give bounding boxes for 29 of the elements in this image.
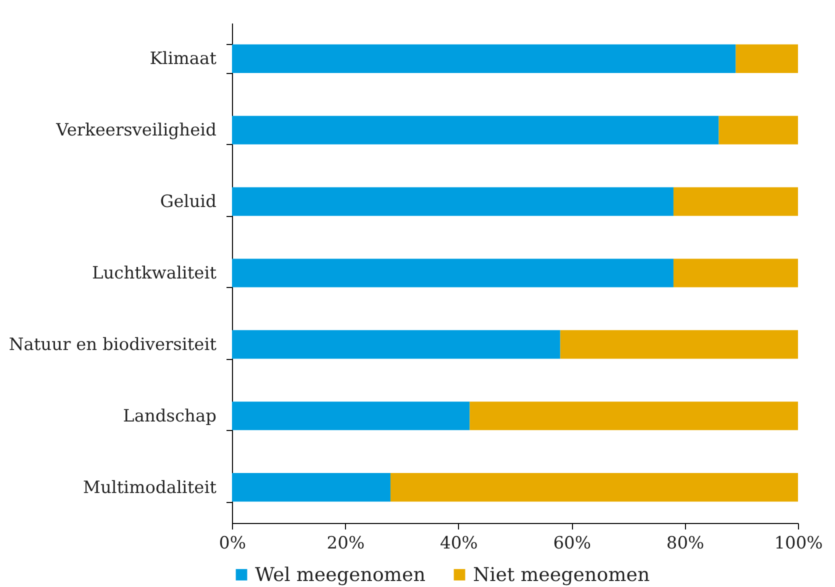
x-tick-label: 80%: [666, 534, 704, 554]
y-tick-label: Natuur en biodiversiteit: [8, 334, 217, 355]
bar: [470, 402, 798, 430]
y-tick-label: Multimodaliteit: [83, 478, 217, 498]
legend-label: Niet meegenomen: [473, 564, 650, 586]
legend-label: Wel meegenomen: [255, 564, 426, 586]
bar: [232, 473, 390, 502]
y-tick-label: Verkeersveiligheid: [55, 120, 217, 141]
bar: [232, 44, 736, 73]
bar: [232, 258, 674, 288]
bar: [390, 473, 798, 502]
y-tick-label: Landschap: [123, 406, 217, 426]
bar: [232, 330, 560, 359]
x-tick-label: 0%: [219, 534, 246, 554]
x-tick-label: 40%: [440, 534, 478, 554]
bar: [232, 187, 674, 216]
y-tick-label: Geluid: [160, 192, 217, 212]
bar: [736, 44, 798, 73]
y-tick-label: Luchtkwaliteit: [92, 264, 217, 284]
bar: [673, 187, 798, 216]
bar: [673, 258, 798, 288]
y-tick-label: Klimaat: [150, 49, 217, 70]
bar: [560, 330, 798, 359]
x-tick-label: 20%: [326, 534, 365, 554]
x-tick-label: 100%: [774, 534, 823, 554]
bar: [232, 116, 719, 144]
bar: [232, 402, 470, 430]
x-tick-label: 60%: [553, 534, 591, 554]
bar: [718, 116, 798, 144]
